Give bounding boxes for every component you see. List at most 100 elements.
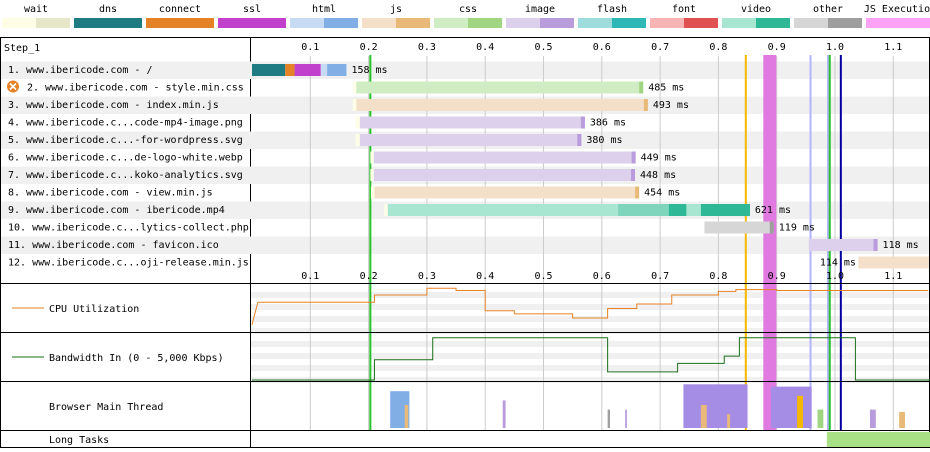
request-bar-seg-1 xyxy=(373,151,636,164)
bandwidth-in-label: Bandwidth In (0 - 5,000 Kbps) xyxy=(49,353,224,364)
request-bar-video-chunk-1 xyxy=(668,204,687,216)
legend: wait dns connect ssl html js css image flash font… xyxy=(2,4,930,28)
legend-swatch-end-7 xyxy=(540,18,574,28)
main-thread-spike-7 xyxy=(700,405,707,428)
cpu-utilization-line xyxy=(251,287,929,325)
main-thread-spike-11 xyxy=(817,409,824,428)
main-thread-spike-6 xyxy=(683,384,748,428)
legend-swatch-6 xyxy=(434,18,468,28)
request-bar-video-chunk-2 xyxy=(700,204,750,216)
request-bar-seg-0 xyxy=(370,186,375,199)
request-row-3: 3. www.ibericode.com - index.min.js 493 m… xyxy=(8,99,689,111)
legend-swatch-4 xyxy=(290,18,324,28)
row-stripe-1 xyxy=(1,61,929,79)
request-label: 2. www.ibericode.com - style.min.css xyxy=(27,83,244,94)
request-bar-download xyxy=(873,239,878,251)
request-bar-seg-0 xyxy=(355,116,360,129)
legend-swatch-end-6 xyxy=(468,18,502,28)
request-time: 449 ms xyxy=(641,153,677,164)
request-bar-seg-0 xyxy=(370,151,374,164)
legend-swatch-end-11 xyxy=(828,18,862,28)
legend-swatch-end-4 xyxy=(324,18,358,28)
tick-bottom-3: 0.4 xyxy=(476,271,494,282)
request-bar-seg-1 xyxy=(285,64,295,76)
request-bar-seg-1 xyxy=(373,169,636,181)
cpu-band-0 xyxy=(251,292,929,298)
tick-top-3: 0.4 xyxy=(476,42,494,53)
bw-band-2 xyxy=(251,365,929,371)
request-label: 10. www.ibericode.c...lytics-collect.php xyxy=(8,223,249,234)
request-bar-download xyxy=(327,64,347,76)
bandwidth-in-line xyxy=(252,337,930,381)
tick-bottom-10: 1.1 xyxy=(884,271,902,282)
request-bar-seg-0 xyxy=(858,256,929,269)
tick-top-0: 0.1 xyxy=(301,42,319,53)
request-label: 7. www.ibericode.c...koko-analytics.svg xyxy=(8,170,243,181)
legend-swatch-end-3 xyxy=(252,18,286,28)
request-time: 621 ms xyxy=(755,205,791,216)
request-bar-seg-0 xyxy=(355,134,360,146)
tick-bottom-4: 0.5 xyxy=(534,271,552,282)
legend-label-7: image xyxy=(525,4,555,15)
tick-bottom-7: 0.8 xyxy=(709,271,727,282)
legend-label-1: dns xyxy=(99,4,117,15)
tick-top-6: 0.7 xyxy=(651,42,669,53)
request-bar-seg-0 xyxy=(704,221,774,234)
request-label: 12. www.ibericode.c...oji-release.min.js xyxy=(8,258,249,269)
request-row-10: 10. www.ibericode.c...lytics-collect.php… xyxy=(8,221,815,234)
legend-label-11: other xyxy=(813,4,843,15)
cpu-band-3 xyxy=(251,328,929,334)
request-bar-seg-0 xyxy=(352,99,357,111)
graph-plots xyxy=(251,287,930,447)
request-row-1: 1. www.ibericode.com - / 158 ms xyxy=(8,64,388,76)
request-bar-seg-0 xyxy=(384,204,388,216)
request-bar-download xyxy=(769,221,774,234)
tick-top-10: 1.1 xyxy=(884,42,902,53)
tick-top-4: 0.5 xyxy=(534,42,552,53)
legend-swatch-end-8 xyxy=(612,18,646,28)
request-time: 119 ms xyxy=(779,223,815,234)
request-bar-download xyxy=(635,186,640,199)
bw-band-3 xyxy=(251,377,929,383)
legend-label-6: css xyxy=(459,4,477,15)
long-task-block xyxy=(826,432,930,447)
request-bar-video-chunk-0 xyxy=(618,204,669,216)
legend-swatch-5 xyxy=(362,18,396,28)
tick-bottom-5: 0.6 xyxy=(593,271,611,282)
main-thread-spike-8 xyxy=(727,414,731,428)
request-row-12: 12. www.ibericode.c...oji-release.min.js… xyxy=(8,256,929,269)
request-bar-download xyxy=(580,116,585,129)
main-thread-spike-12 xyxy=(869,409,876,428)
request-bar-seg-1 xyxy=(374,186,640,199)
request-bar-seg-0 xyxy=(370,169,374,181)
cpu-utilization-label: CPU Utilization xyxy=(49,304,139,315)
time-axis-bottom: 0.1 0.2 0.3 0.4 0.5 0.6 0.7 0.8 0.9 1.0 1.1 xyxy=(301,271,902,282)
request-bar-download xyxy=(631,151,636,164)
request-time: 454 ms xyxy=(644,188,680,199)
main-thread-spike-13 xyxy=(899,411,905,428)
tick-top-2: 0.3 xyxy=(418,42,436,53)
request-row-7: 7. www.ibericode.c...koko-analytics.svg 4… xyxy=(8,169,676,181)
tick-top-7: 0.8 xyxy=(709,42,727,53)
bw-band-0 xyxy=(251,341,929,347)
legend-swatch-11 xyxy=(794,18,828,28)
row-stripe-11 xyxy=(1,236,929,254)
legend-swatch-end-9 xyxy=(684,18,718,28)
request-time: 158 ms xyxy=(351,65,387,76)
request-bar-seg-0 xyxy=(352,81,357,94)
tick-bottom-2: 0.3 xyxy=(418,271,436,282)
tick-top-9: 1.0 xyxy=(826,42,844,53)
step-label: Step_1 xyxy=(4,43,40,54)
tick-top-1: 0.2 xyxy=(360,42,378,53)
main-thread-spike-9 xyxy=(770,386,812,428)
request-bar-download xyxy=(577,134,582,146)
request-row-11: 11. www.ibericode.com - favicon.ico 118 m… xyxy=(8,239,919,251)
request-bar-seg-0 xyxy=(808,239,878,251)
request-row-9: 9. www.ibericode.com - ibericode.mp4 621 … xyxy=(8,204,791,216)
request-bar-seg-1 xyxy=(356,99,648,111)
performance-graphs: CPU Utilization Bandwidth In (0 - 5,000 … xyxy=(0,283,930,447)
request-time: 485 ms xyxy=(648,83,684,94)
request-time: 114 ms xyxy=(820,258,856,269)
request-bar-seg-0 xyxy=(252,64,286,76)
legend-swatch-12 xyxy=(866,18,900,28)
